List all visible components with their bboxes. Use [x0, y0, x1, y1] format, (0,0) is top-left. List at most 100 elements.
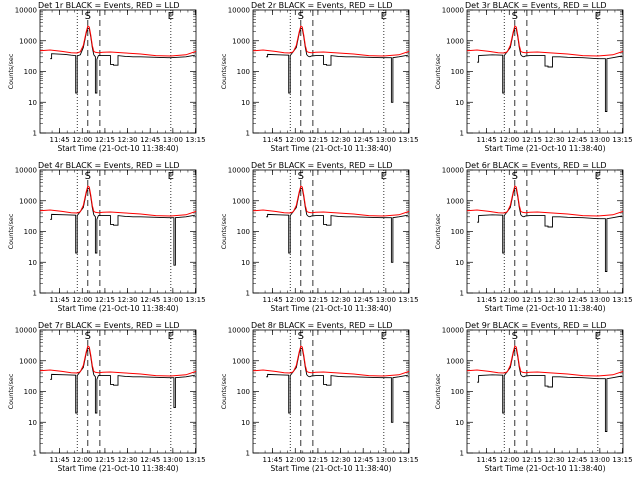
x-tick-label: 13:00	[163, 136, 183, 144]
events-line	[266, 347, 409, 423]
x-axis-label: Start Time (21-Oct-10 11:38:40)	[270, 464, 391, 473]
marker-label: S	[298, 11, 304, 22]
x-tick-label: 12:00	[499, 456, 519, 464]
marker-label: E	[381, 171, 387, 182]
y-tick-label: 1	[33, 450, 37, 458]
x-tick-label: 13:00	[376, 456, 396, 464]
y-tick-label: 10	[28, 99, 37, 107]
lld-line	[252, 345, 410, 377]
panel-6: Det 6r BLACK = Events, RED = LLD 1 10 100 10…	[434, 161, 633, 313]
lld-line	[39, 185, 197, 217]
x-tick-label: 12:00	[499, 136, 519, 144]
x-axis-label: Start Time (21-Oct-10 11:38:40)	[270, 304, 391, 313]
x-tick-label: 12:30	[330, 296, 350, 304]
marker-label: S	[298, 331, 304, 342]
y-tick-label: 100	[237, 68, 250, 76]
y-tick-label: 10000	[442, 7, 464, 15]
x-tick-label: 13:15	[612, 296, 632, 304]
y-tick-label: 10	[455, 259, 464, 267]
plot-frame	[252, 9, 410, 134]
y-tick-label: 10000	[228, 7, 250, 15]
events-line	[477, 347, 623, 432]
plot-frame	[466, 9, 624, 134]
x-tick-label: 12:00	[285, 296, 305, 304]
y-tick-label: 10000	[228, 167, 250, 175]
x-tick-label: 12:30	[330, 456, 350, 464]
marker-label: S	[512, 171, 518, 182]
x-tick-label: 12:45	[353, 296, 373, 304]
x-tick-label: 12:45	[140, 136, 160, 144]
y-axis-label: Counts/sec	[220, 213, 228, 249]
x-axis-label: Start Time (21-Oct-10 11:38:40)	[57, 144, 178, 153]
panel-4: Det 4r BLACK = Events, RED = LLD 1 10 100 10…	[7, 161, 206, 313]
y-tick-label: 1000	[19, 357, 37, 365]
y-axis-label: Counts/sec	[7, 53, 15, 89]
x-tick-label: 11:45	[477, 296, 497, 304]
y-tick-label: 1000	[446, 197, 464, 205]
panel-5: Det 5r BLACK = Events, RED = LLD 1 10 100 10…	[220, 161, 419, 313]
x-tick-label: 11:45	[263, 296, 283, 304]
y-tick-label: 1000	[446, 357, 464, 365]
x-tick-label: 12:45	[140, 456, 160, 464]
marker-label: S	[85, 11, 91, 22]
lld-line	[39, 345, 197, 377]
x-axis-label: Start Time (21-Oct-10 11:38:40)	[484, 304, 605, 313]
y-tick-label: 1	[33, 130, 37, 138]
y-tick-label: 1	[246, 450, 250, 458]
plot-frame	[39, 329, 197, 454]
marker-label: E	[381, 331, 387, 342]
lld-line	[252, 185, 410, 217]
x-tick-label: 13:15	[612, 456, 632, 464]
x-tick-label: 12:00	[72, 296, 92, 304]
y-tick-label: 100	[24, 388, 37, 396]
x-tick-label: 12:45	[567, 136, 587, 144]
y-tick-label: 10000	[15, 167, 37, 175]
x-tick-label: 12:15	[308, 456, 328, 464]
y-axis-label: Counts/sec	[220, 53, 228, 89]
y-tick-label: 100	[451, 68, 464, 76]
x-tick-label: 12:00	[499, 296, 519, 304]
marker-label: E	[168, 331, 174, 342]
panel-title: Det 1r BLACK = Events, RED = LLD	[38, 1, 180, 10]
marker-label: E	[595, 331, 601, 342]
marker-label: S	[85, 171, 91, 182]
x-axis-label: Start Time (21-Oct-10 11:38:40)	[484, 464, 605, 473]
events-line	[50, 187, 196, 266]
x-tick-label: 12:00	[285, 136, 305, 144]
lld-line	[466, 25, 624, 57]
events-line	[50, 347, 196, 414]
marker-label: S	[512, 331, 518, 342]
y-tick-label: 1000	[232, 37, 250, 45]
plot-frame	[252, 169, 410, 294]
y-tick-label: 10000	[228, 327, 250, 335]
y-tick-label: 1	[460, 130, 464, 138]
marker-label: E	[595, 11, 601, 22]
y-tick-label: 1	[460, 450, 464, 458]
x-tick-label: 11:45	[477, 136, 497, 144]
events-line	[50, 27, 196, 94]
y-tick-label: 1	[246, 130, 250, 138]
y-tick-label: 10	[28, 259, 37, 267]
y-tick-label: 10	[241, 99, 250, 107]
y-tick-label: 100	[451, 388, 464, 396]
y-tick-label: 10	[28, 419, 37, 427]
x-tick-label: 12:15	[522, 136, 542, 144]
x-tick-label: 11:45	[50, 456, 70, 464]
panel-title: Det 4r BLACK = Events, RED = LLD	[38, 161, 180, 170]
x-tick-label: 13:15	[398, 456, 418, 464]
plot-frame	[466, 169, 624, 294]
x-tick-label: 13:00	[163, 456, 183, 464]
plot-frame	[466, 329, 624, 454]
y-tick-label: 100	[24, 228, 37, 236]
x-tick-label: 12:30	[117, 136, 137, 144]
x-tick-label: 11:45	[263, 136, 283, 144]
x-tick-label: 12:00	[285, 456, 305, 464]
x-tick-label: 11:45	[50, 296, 70, 304]
x-tick-label: 12:15	[308, 136, 328, 144]
marker-label: S	[512, 11, 518, 22]
lld-line	[252, 25, 410, 57]
y-tick-label: 1	[246, 290, 250, 298]
x-tick-label: 12:30	[544, 456, 564, 464]
panel-title: Det 8r BLACK = Events, RED = LLD	[251, 321, 393, 330]
panel-9: Det 9r BLACK = Events, RED = LLD 1 10 100 10…	[434, 321, 633, 473]
